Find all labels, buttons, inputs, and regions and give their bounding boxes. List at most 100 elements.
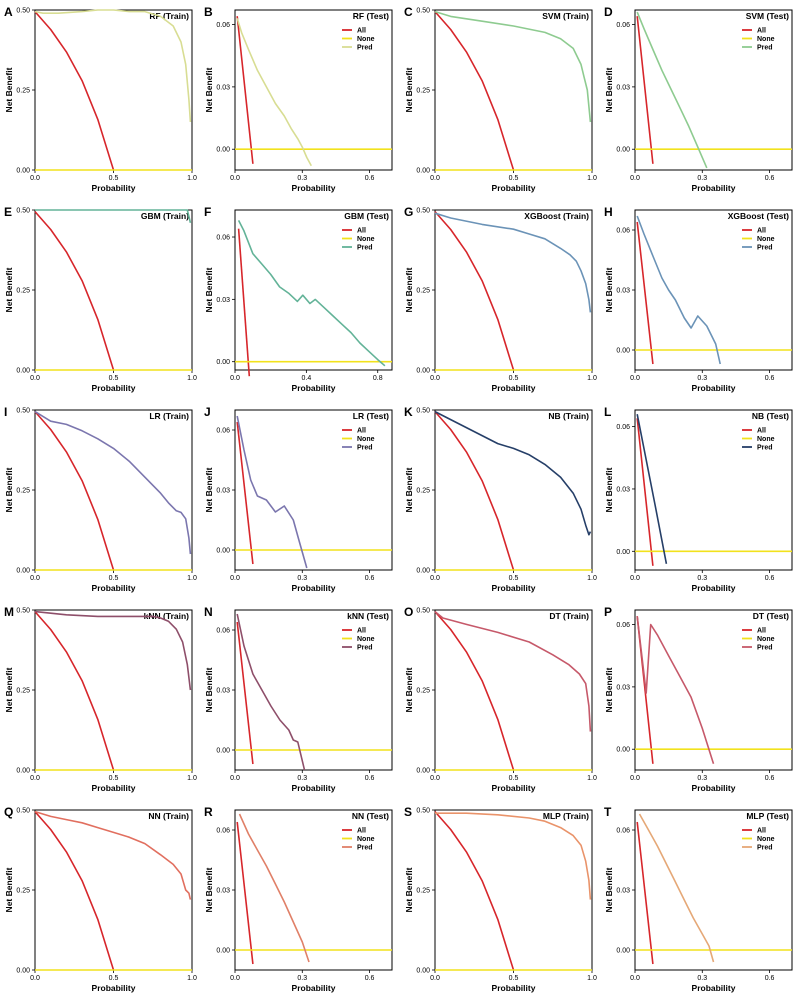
- y-tick-label: 0.06: [616, 622, 630, 629]
- plot-frame: [634, 809, 793, 971]
- series-line-all: [34, 211, 115, 371]
- x-axis-label: Probability: [692, 583, 736, 593]
- x-tick-label: 1.0: [187, 975, 197, 982]
- x-axis-label: Probability: [292, 983, 336, 993]
- x-tick-label: 0.0: [230, 975, 240, 982]
- x-tick-label: 0.0: [230, 175, 240, 182]
- y-tick-label: 0.00: [616, 549, 630, 556]
- y-tick-label: 0.25: [416, 288, 430, 295]
- legend-label-pred: Pred: [757, 645, 773, 652]
- y-axis-label: Net Benefit: [404, 467, 414, 512]
- x-tick-label: 1.0: [187, 175, 197, 182]
- chart-title: kNN (Train): [144, 611, 190, 621]
- panel-l: L NB (Test) 0.0 0.3 0.6 0.00 0.03 0.06 Probabili…: [604, 405, 793, 593]
- series-line-pred: [638, 813, 715, 963]
- y-tick-label: 0.25: [16, 88, 30, 95]
- y-tick-label: 0.50: [16, 608, 30, 615]
- x-tick-label: 0.0: [30, 575, 40, 582]
- x-tick-label: 1.0: [187, 375, 197, 382]
- x-tick-label: 0.6: [765, 575, 775, 582]
- x-tick-label: 1.0: [587, 975, 597, 982]
- series-line-pred: [434, 410, 592, 536]
- y-tick-label: 0.00: [16, 168, 30, 175]
- y-tick-label: 0.50: [416, 608, 430, 615]
- panel-letter: T: [604, 805, 612, 819]
- series-line-all: [34, 611, 115, 771]
- x-tick-label: 0.5: [109, 375, 119, 382]
- chart-title: DT (Test): [753, 611, 789, 621]
- y-tick-label: 0.25: [416, 688, 430, 695]
- panel-letter: H: [604, 205, 613, 219]
- panel-letter: B: [204, 5, 213, 19]
- x-tick-label: 0.5: [509, 575, 519, 582]
- y-axis-label: Net Benefit: [204, 867, 214, 912]
- y-axis-label: Net Benefit: [4, 867, 14, 912]
- plot-frame: [234, 209, 393, 371]
- legend-label-pred: Pred: [757, 45, 773, 52]
- chart-title: MLP (Test): [746, 811, 789, 821]
- chart-title: SVM (Test): [746, 11, 789, 21]
- legend-label-pred: Pred: [357, 45, 373, 52]
- y-tick-label: 0.03: [616, 288, 630, 295]
- y-axis-label: Net Benefit: [604, 467, 614, 512]
- legend-label-all: All: [357, 828, 366, 835]
- x-tick-label: 0.6: [365, 975, 375, 982]
- legend-label-all: All: [757, 28, 766, 35]
- chart-title: NB (Test): [752, 411, 789, 421]
- plot-frame: [234, 809, 393, 971]
- series-line-all: [236, 821, 254, 965]
- y-tick-label: 0.25: [416, 888, 430, 895]
- y-tick-label: 0.50: [16, 408, 30, 415]
- y-tick-label: 0.25: [16, 288, 30, 295]
- panel-f: F GBM (Test) 0.0 0.4 0.8 0.00 0.03 0.06 Probabil…: [204, 205, 393, 393]
- legend-label-pred: Pred: [757, 245, 773, 252]
- legend-label-all: All: [357, 28, 366, 35]
- panel-o: O DT (Train) 0.0 0.5 1.0 0.00 0.25 0.50 Probabil…: [404, 605, 597, 793]
- x-tick-label: 0.5: [509, 775, 519, 782]
- y-axis-label: Net Benefit: [404, 267, 414, 312]
- plot-frame: [34, 209, 193, 371]
- y-tick-label: 0.00: [616, 948, 630, 955]
- series-line-all: [434, 611, 515, 771]
- y-tick-label: 0.00: [416, 768, 430, 775]
- panel-a: A RF (Train) 0.0 0.5 1.0 0.00 0.25 0.50 Probabil…: [4, 5, 197, 193]
- panel-letter: D: [604, 5, 613, 19]
- y-tick-label: 0.00: [616, 348, 630, 355]
- legend-label-pred: Pred: [357, 445, 373, 452]
- chart-title: MLP (Train): [543, 811, 589, 821]
- x-tick-label: 0.0: [230, 575, 240, 582]
- y-tick-label: 0.00: [16, 568, 30, 575]
- plot-frame: [234, 409, 393, 571]
- panel-d: D SVM (Test) 0.0 0.3 0.6 0.00 0.03 0.06 Probabil…: [604, 5, 793, 193]
- series-line-pred: [34, 810, 192, 900]
- x-tick-label: 0.6: [365, 575, 375, 582]
- series-line-all: [236, 621, 254, 765]
- x-axis-label: Probability: [692, 183, 736, 193]
- series-line-all: [434, 211, 515, 371]
- y-tick-label: 0.50: [16, 208, 30, 215]
- y-tick-label: 0.03: [616, 84, 630, 91]
- panel-i: I LR (Train) 0.0 0.5 1.0 0.00 0.25 0.50 Probabil…: [4, 405, 197, 593]
- plot-frame: [634, 9, 793, 171]
- legend-label-pred: Pred: [357, 645, 373, 652]
- x-tick-label: 0.5: [109, 575, 119, 582]
- y-tick-label: 0.50: [416, 808, 430, 815]
- y-axis-label: Net Benefit: [604, 867, 614, 912]
- legend-label-all: All: [357, 228, 366, 235]
- panel-letter: F: [204, 205, 211, 219]
- chart-title: NN (Test): [352, 811, 389, 821]
- x-axis-label: Probability: [92, 183, 136, 193]
- y-tick-label: 0.06: [216, 22, 230, 29]
- y-tick-label: 0.03: [216, 688, 230, 695]
- y-tick-label: 0.03: [216, 888, 230, 895]
- series-line-all: [236, 16, 254, 164]
- y-axis-label: Net Benefit: [204, 667, 214, 712]
- y-tick-label: 0.00: [216, 359, 230, 366]
- panel-j: J LR (Test) 0.0 0.3 0.6 0.00 0.03 0.06 Probabili…: [204, 405, 393, 593]
- y-tick-label: 0.00: [216, 147, 230, 154]
- y-tick-label: 0.00: [616, 147, 630, 154]
- legend-label-all: All: [757, 628, 766, 635]
- x-axis-label: Probability: [692, 783, 736, 793]
